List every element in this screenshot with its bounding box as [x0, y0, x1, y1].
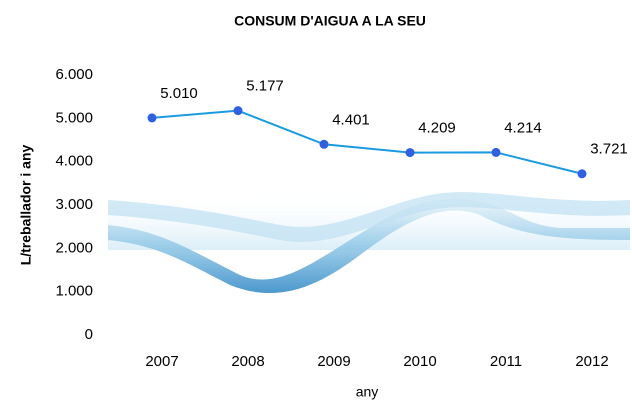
marker: [405, 148, 415, 158]
x-tick-label: 2008: [231, 353, 264, 370]
y-tick-label: 2.000: [55, 239, 93, 256]
y-axis-label: L/treballador i any: [18, 144, 34, 265]
marker: [577, 169, 587, 179]
data-label: 4.401: [332, 111, 370, 128]
y-tick-label: 0: [85, 326, 93, 343]
x-axis-label: any: [356, 384, 379, 400]
x-tick-label: 2011: [490, 353, 522, 370]
marker: [319, 139, 329, 149]
data-label: 5.177: [246, 78, 284, 95]
background-water: [108, 190, 630, 294]
data-label: 4.214: [504, 119, 542, 136]
y-tick-label: 3.000: [55, 196, 93, 213]
x-tick-label: 2007: [145, 353, 178, 370]
y-tick-label: 4.000: [55, 153, 93, 170]
y-tick-label: 6.000: [55, 66, 93, 83]
data-label: 4.209: [418, 120, 456, 137]
x-tick-label: 2009: [317, 353, 350, 370]
line: [151, 109, 583, 175]
chart-title: CONSUM D'AIGUA A LA SEU: [234, 13, 426, 29]
data-label: 5.010: [160, 85, 198, 102]
y-tick-label: 5.000: [55, 109, 93, 126]
marker: [147, 113, 157, 123]
y-tick-label: 1.000: [55, 283, 93, 300]
marker: [491, 147, 501, 157]
x-tick-label: 2012: [575, 353, 608, 370]
data-label: 3.721: [590, 141, 628, 158]
x-tick-label: 2010: [403, 353, 436, 370]
marker: [233, 106, 243, 116]
